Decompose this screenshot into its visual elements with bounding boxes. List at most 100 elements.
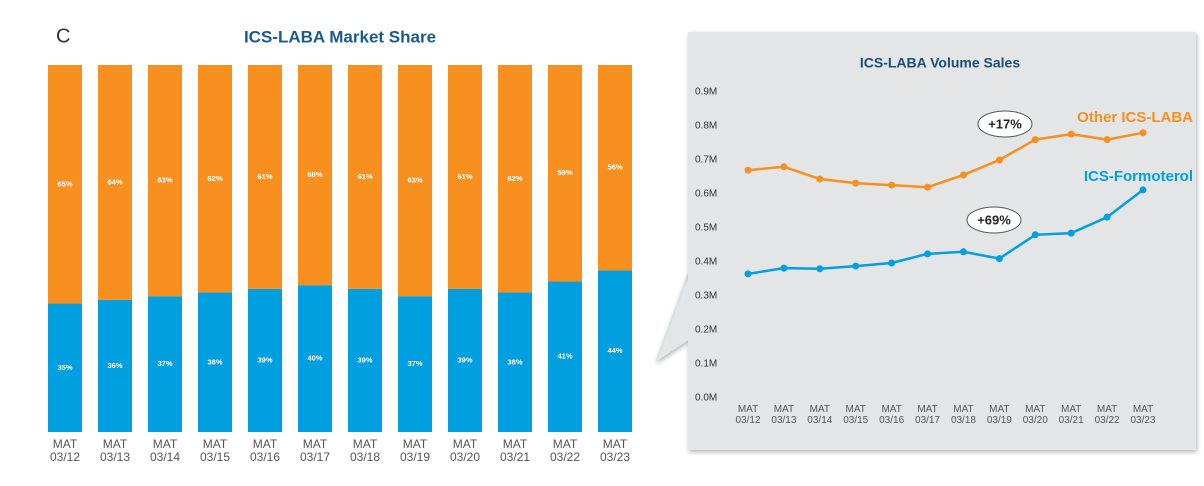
point bbox=[959, 171, 967, 179]
bar-segment bbox=[398, 65, 432, 297]
point bbox=[1067, 229, 1075, 237]
point bbox=[1139, 129, 1147, 137]
bar-segment bbox=[498, 292, 532, 432]
bar-segment bbox=[148, 65, 182, 297]
x-tick-label: MAT 03/15 bbox=[843, 404, 869, 426]
bar-segment bbox=[548, 65, 582, 282]
bar-segment bbox=[448, 65, 482, 289]
data-label: 38% bbox=[207, 357, 222, 366]
data-label: 61% bbox=[357, 172, 372, 181]
bar-segment bbox=[48, 303, 82, 432]
data-label: 37% bbox=[407, 359, 422, 368]
data-label: 39% bbox=[357, 355, 372, 364]
point bbox=[1103, 136, 1111, 144]
data-label: 35% bbox=[57, 363, 72, 372]
point bbox=[852, 262, 860, 270]
data-label: 37% bbox=[157, 359, 172, 368]
bar-segment bbox=[548, 281, 582, 432]
x-tick-label: MAT 03/20 bbox=[449, 437, 481, 464]
panel-label: C bbox=[56, 25, 70, 47]
bar-segment bbox=[48, 65, 82, 304]
point bbox=[780, 264, 788, 272]
series-label: Other ICS-LABA bbox=[1077, 109, 1193, 126]
x-tick-label: MAT 03/23 bbox=[599, 437, 631, 464]
x-tick-label: MAT 03/13 bbox=[771, 404, 797, 426]
x-tick-label: MAT 03/18 bbox=[950, 404, 976, 426]
bar-segment bbox=[298, 285, 332, 432]
x-tick-label: MAT 03/19 bbox=[986, 404, 1012, 426]
bar-segment bbox=[98, 299, 132, 432]
y-tick-label: 0.7M bbox=[695, 155, 717, 166]
x-tick-label: MAT 03/12 bbox=[735, 404, 761, 426]
point bbox=[1031, 136, 1039, 144]
annotation: +69% bbox=[977, 212, 1011, 227]
data-label: 63% bbox=[407, 176, 422, 185]
x-tick-label: MAT 03/19 bbox=[399, 437, 431, 464]
bar-segment bbox=[148, 296, 182, 432]
bar-segment bbox=[248, 288, 282, 432]
y-tick-label: 0.2M bbox=[695, 325, 717, 336]
bar-segment bbox=[348, 65, 382, 289]
x-tick-label: MAT 03/16 bbox=[879, 404, 905, 426]
point bbox=[744, 270, 752, 278]
data-label: 39% bbox=[457, 355, 472, 364]
x-tick-label: MAT 03/12 bbox=[49, 437, 81, 464]
x-tick-label: MAT 03/18 bbox=[349, 437, 381, 464]
data-label: 60% bbox=[307, 170, 322, 179]
bar-segment bbox=[198, 65, 232, 293]
x-tick-label: MAT 03/20 bbox=[1022, 404, 1048, 426]
chart-title: ICS-LABA Volume Sales bbox=[860, 55, 1020, 71]
x-tick-label: MAT 03/17 bbox=[915, 404, 941, 426]
y-tick-label: 0.9M bbox=[695, 87, 717, 98]
data-label: 39% bbox=[257, 355, 272, 364]
point bbox=[816, 265, 824, 273]
point bbox=[1067, 130, 1075, 138]
x-tick-label: MAT 03/17 bbox=[299, 437, 331, 464]
data-label: 44% bbox=[607, 346, 622, 355]
annotation-bubble bbox=[966, 206, 1022, 234]
point bbox=[995, 255, 1003, 263]
bar-segment bbox=[98, 65, 132, 300]
chart-title: ICS-LABA Market Share bbox=[244, 27, 436, 46]
x-tick-label: MAT 03/13 bbox=[99, 437, 131, 464]
point bbox=[780, 163, 788, 171]
x-tick-label: MAT 03/14 bbox=[149, 437, 181, 464]
x-tick-label: MAT 03/22 bbox=[1094, 404, 1120, 426]
data-label: 61% bbox=[257, 172, 272, 181]
data-label: 56% bbox=[607, 163, 622, 172]
point bbox=[888, 259, 896, 267]
x-tick-label: MAT 03/21 bbox=[499, 437, 531, 464]
data-label: 62% bbox=[207, 174, 222, 183]
bar-segment bbox=[398, 296, 432, 432]
y-tick-label: 0.8M bbox=[695, 121, 717, 132]
data-label: 59% bbox=[557, 168, 572, 177]
series-label: ICS-Formoterol bbox=[1084, 168, 1193, 185]
x-tick-label: MAT 03/23 bbox=[1130, 404, 1156, 426]
x-tick-label: MAT 03/22 bbox=[549, 437, 581, 464]
data-label: 40% bbox=[307, 354, 322, 363]
bar-segment bbox=[598, 65, 632, 271]
bar-segment bbox=[498, 65, 532, 293]
bar-segment bbox=[198, 292, 232, 432]
y-tick-label: 0.5M bbox=[695, 223, 717, 234]
data-label: 36% bbox=[107, 361, 122, 370]
y-tick-label: 0.1M bbox=[695, 359, 717, 370]
data-label: 65% bbox=[57, 179, 72, 188]
annotation-bubble bbox=[977, 110, 1033, 138]
bar-segment bbox=[598, 270, 632, 432]
point bbox=[1031, 231, 1039, 239]
line bbox=[747, 131, 1144, 189]
x-tick-label: MAT 03/15 bbox=[199, 437, 231, 464]
callout-pointer-fill bbox=[657, 274, 690, 361]
bar-segment bbox=[348, 288, 382, 432]
x-tick-label: MAT 03/14 bbox=[807, 404, 833, 426]
y-tick-label: 0.0M bbox=[695, 393, 717, 404]
point bbox=[888, 181, 896, 189]
point bbox=[744, 166, 752, 174]
data-label: 38% bbox=[507, 357, 522, 366]
annotation: +17% bbox=[988, 116, 1022, 131]
point bbox=[1103, 213, 1111, 221]
point bbox=[924, 183, 932, 191]
